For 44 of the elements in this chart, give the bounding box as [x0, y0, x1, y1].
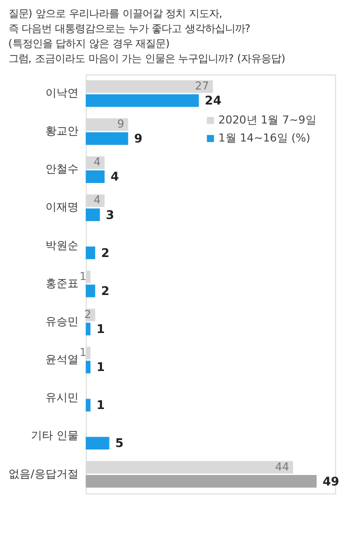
y-tick-label: 안철수: [45, 162, 78, 176]
data-label: 4: [94, 194, 101, 207]
y-tick-label: 홍준표: [45, 276, 78, 290]
y-tick-label: 이재명: [45, 200, 78, 214]
data-label: 1: [96, 398, 105, 412]
bar: [86, 208, 100, 222]
data-label: 49: [322, 474, 340, 488]
data-label: 1: [80, 270, 86, 283]
y-tick-label: 윤석열: [45, 353, 78, 366]
bar: [86, 284, 96, 298]
data-label: 4: [94, 156, 101, 169]
chart-title: 질문) 앞으로 우리나라를 이끌어갈 정치 지도자, 즉 다음번 대통령감으로는 누가 좋다고 생각하십니까? (특정인을 답하지 않은 경우 재질문) 그럼, 조금이라도 마음이 가는 인물은 누구입니까? (자유응답): [8, 8, 286, 66]
data-label: 2: [101, 284, 110, 298]
data-label: 3: [106, 208, 114, 222]
bar: [86, 436, 110, 450]
bar: [86, 322, 90, 336]
data-label: 44: [275, 460, 290, 474]
data-label: 5: [115, 436, 124, 450]
data-label: 2: [84, 308, 92, 321]
legend-label: 2020년 1월 7~9일: [218, 114, 316, 127]
data-label: 4: [110, 170, 119, 184]
data-label: 9: [117, 118, 124, 131]
data-label: 1: [96, 322, 105, 336]
bar: [86, 170, 105, 184]
y-tick-label: 기타 인물: [30, 429, 78, 442]
data-label: 9: [134, 132, 142, 146]
y-tick-label: 박원순: [45, 238, 78, 252]
bar: [86, 246, 96, 260]
y-tick-label: 유승민: [45, 314, 78, 328]
bar: [86, 360, 90, 374]
y-tick-label: 유시민: [45, 391, 78, 404]
bar: [86, 132, 128, 145]
data-label: 27: [195, 80, 209, 93]
y-tick-label: 이낙연: [45, 86, 78, 100]
bar: [86, 474, 317, 488]
y-tick-label: 없음/응답거절: [8, 467, 78, 480]
data-label: 1: [96, 360, 105, 374]
y-tick-label: 황교안: [45, 124, 78, 138]
data-label: 2: [101, 246, 110, 260]
data-label: 24: [204, 94, 222, 108]
data-label: 1: [80, 346, 86, 360]
bar: [86, 94, 199, 107]
bar: [86, 398, 90, 412]
legend-label: 1월 14~16일 (%): [218, 132, 310, 145]
